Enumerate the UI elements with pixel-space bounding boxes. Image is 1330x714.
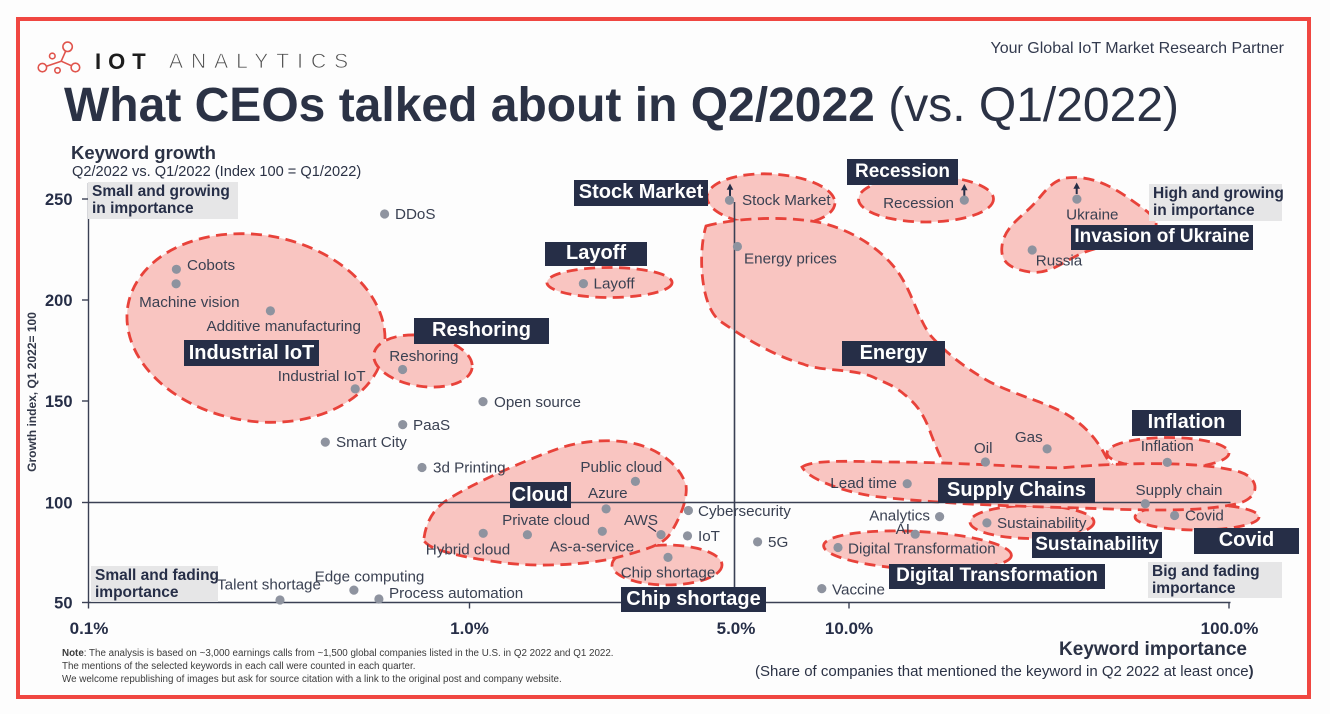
svg-text:Open source: Open source <box>494 394 581 411</box>
svg-text:150: 150 <box>45 393 73 411</box>
svg-text:Public cloud: Public cloud <box>580 459 662 476</box>
svg-text:50: 50 <box>54 595 72 613</box>
svg-text:AI: AI <box>896 521 910 538</box>
svg-text:PaaS: PaaS <box>413 417 450 434</box>
svg-text:0.1%: 0.1% <box>70 619 109 638</box>
svg-text:Process automation: Process automation <box>389 585 523 602</box>
svg-text:Reshoring: Reshoring <box>389 348 458 365</box>
svg-text:DDoS: DDoS <box>395 206 436 223</box>
svg-text:5.0%: 5.0% <box>717 619 756 638</box>
svg-text:IoT: IoT <box>698 528 720 545</box>
svg-text:Ukraine: Ukraine <box>1066 207 1118 224</box>
svg-text:As-a-service: As-a-service <box>550 539 634 556</box>
svg-text:Lead time: Lead time <box>830 475 897 492</box>
svg-text:Recession: Recession <box>883 195 954 212</box>
svg-text:Industrial IoT: Industrial IoT <box>278 368 366 385</box>
svg-text:Gas: Gas <box>1015 429 1043 446</box>
svg-text:5G: 5G <box>768 534 788 551</box>
svg-text:Machine vision: Machine vision <box>139 294 239 311</box>
svg-text:100.0%: 100.0% <box>1201 619 1259 638</box>
svg-text:Digital Transformation: Digital Transformation <box>848 541 996 558</box>
svg-text:Additive manufacturing: Additive manufacturing <box>206 318 361 335</box>
svg-text:Cybersecurity: Cybersecurity <box>698 503 791 520</box>
svg-text:Analytics: Analytics <box>869 508 930 525</box>
svg-text:AWS: AWS <box>624 512 658 529</box>
svg-text:Energy prices: Energy prices <box>744 251 837 268</box>
svg-text:Azure: Azure <box>588 485 628 502</box>
svg-text:Private cloud: Private cloud <box>502 512 590 529</box>
svg-text:Edge computing: Edge computing <box>315 568 425 585</box>
svg-text:3d Printing: 3d Printing <box>433 460 506 477</box>
svg-text:100: 100 <box>45 495 73 513</box>
svg-text:1.0%: 1.0% <box>450 619 489 638</box>
svg-text:Stock Market: Stock Market <box>742 192 831 209</box>
svg-text:Vaccine: Vaccine <box>832 582 885 599</box>
svg-text:Inflation: Inflation <box>1141 438 1194 455</box>
svg-text:200: 200 <box>45 292 73 310</box>
svg-text:Oil: Oil <box>974 440 993 457</box>
svg-text:Hybrid cloud: Hybrid cloud <box>426 542 510 559</box>
svg-text:Supply chain: Supply chain <box>1136 482 1223 499</box>
svg-text:Smart City: Smart City <box>336 434 407 451</box>
svg-text:Sustainability: Sustainability <box>997 515 1087 532</box>
svg-text:Talent shortage: Talent shortage <box>217 577 321 594</box>
svg-text:10.0%: 10.0% <box>825 619 873 638</box>
svg-text:Cobots: Cobots <box>187 257 236 274</box>
svg-text:Chip shortage: Chip shortage <box>621 565 716 582</box>
svg-text:Layoff: Layoff <box>594 276 636 293</box>
svg-text:Covid: Covid <box>1185 508 1224 525</box>
svg-text:Russia: Russia <box>1036 252 1083 269</box>
svg-text:250: 250 <box>45 191 73 209</box>
